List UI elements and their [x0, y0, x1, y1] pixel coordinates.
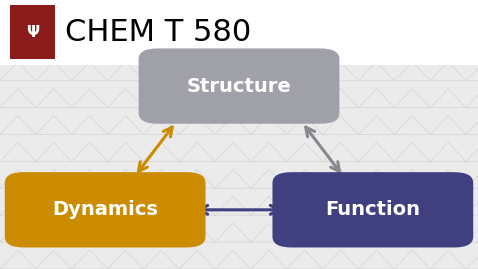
FancyBboxPatch shape: [272, 172, 473, 247]
Text: Dynamics: Dynamics: [52, 200, 158, 219]
FancyBboxPatch shape: [139, 48, 339, 124]
FancyBboxPatch shape: [0, 0, 478, 65]
Text: CHEM T 580: CHEM T 580: [65, 18, 251, 47]
FancyBboxPatch shape: [5, 172, 206, 247]
Text: Function: Function: [326, 200, 420, 219]
FancyBboxPatch shape: [10, 5, 55, 59]
Text: Structure: Structure: [186, 77, 292, 95]
Text: Ψ: Ψ: [26, 25, 39, 40]
